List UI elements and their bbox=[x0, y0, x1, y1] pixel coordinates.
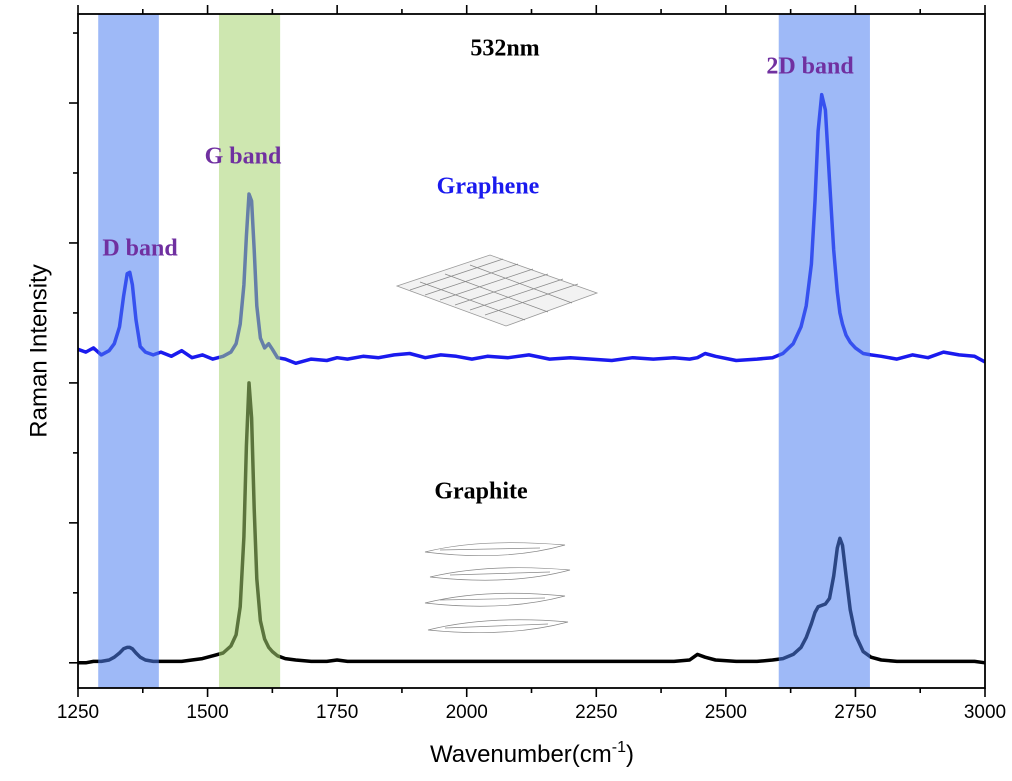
annotation: Graphite bbox=[434, 479, 528, 505]
annotation: D band bbox=[102, 236, 178, 262]
band-highlight bbox=[778, 14, 870, 688]
x-label-sup: -1 bbox=[612, 739, 626, 756]
y-axis-label: Raman Intensity bbox=[25, 264, 52, 437]
x-axis-label: Wavenumber(cm-1) bbox=[430, 739, 634, 768]
x-label-text: Wavenumber(cm bbox=[430, 741, 612, 768]
annotation: 2D band bbox=[766, 54, 854, 80]
annotation: 532nm bbox=[470, 36, 539, 62]
annotation: Graphene bbox=[437, 174, 540, 200]
annotation: G band bbox=[205, 144, 282, 170]
graphene-illustration bbox=[395, 254, 599, 327]
x-tick-label: 2750 bbox=[834, 702, 876, 723]
x-tick-label: 3000 bbox=[964, 702, 1006, 723]
band-highlight bbox=[218, 14, 281, 688]
x-tick-label: 2500 bbox=[705, 702, 747, 723]
x-tick-label: 1250 bbox=[57, 702, 99, 723]
x-label-suffix: ) bbox=[626, 741, 634, 768]
x-tick-label: 1500 bbox=[186, 702, 228, 723]
band-highlight bbox=[98, 14, 159, 688]
x-tick-label: 1750 bbox=[316, 702, 358, 723]
x-tick-label: 2000 bbox=[446, 702, 488, 723]
graphite-illustration bbox=[424, 542, 571, 634]
x-tick-label: 2250 bbox=[575, 702, 617, 723]
